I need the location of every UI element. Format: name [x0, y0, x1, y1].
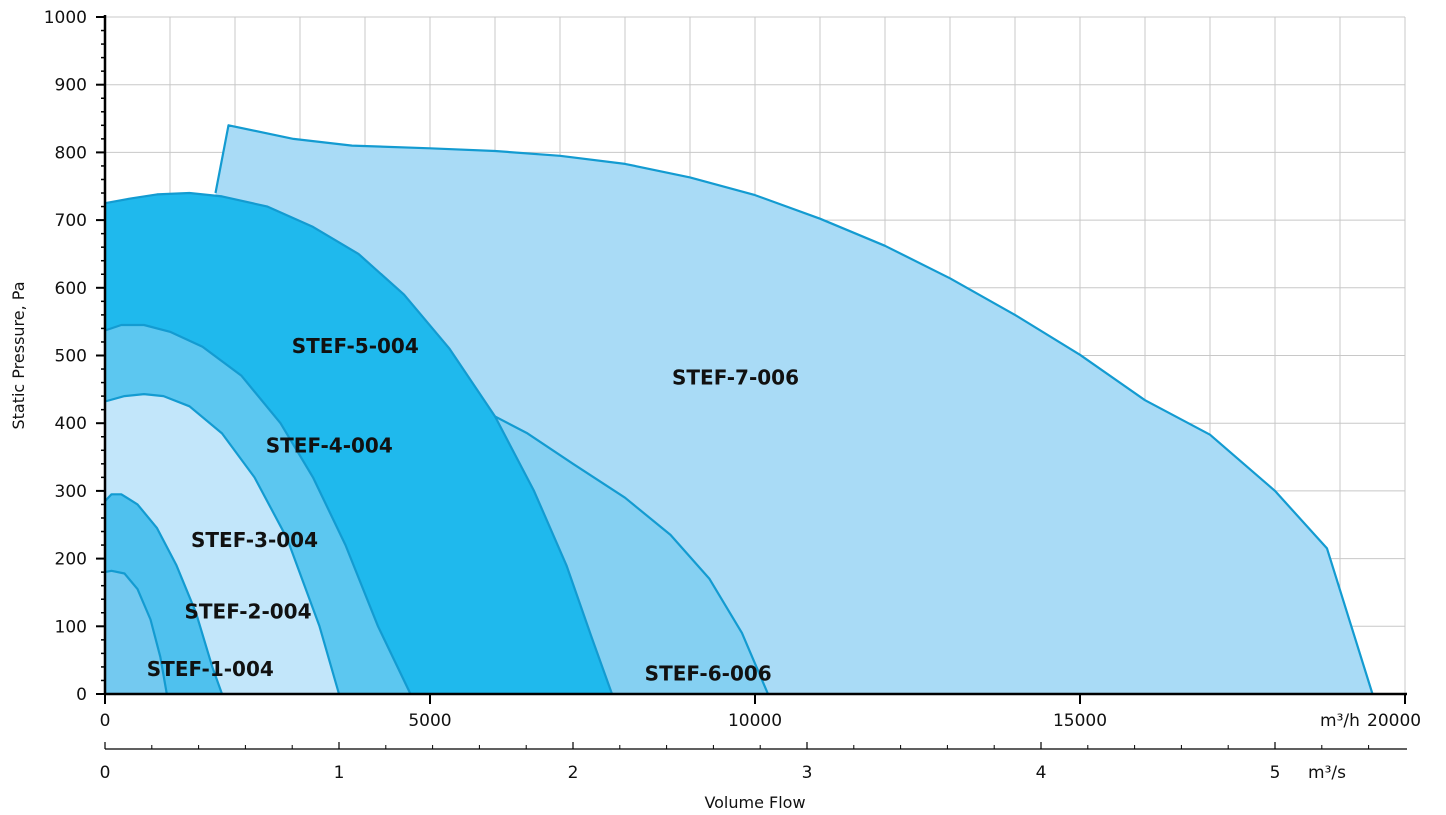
y-tick-label: 300	[55, 482, 87, 502]
curve-stef-5-004	[104, 191, 614, 695]
x2-tick-label: 1	[334, 763, 345, 783]
curve-label: STEF-6-006	[645, 662, 772, 686]
curve-stef-2-004	[104, 493, 224, 695]
y-tick-label: 400	[55, 414, 87, 434]
x-unit-primary: m³/h	[1320, 711, 1360, 731]
x2-tick-label: 2	[568, 763, 579, 783]
y-tick-label: 100	[55, 617, 87, 637]
curve-stef-1-004	[104, 569, 168, 695]
curve-labels: STEF-7-006 STEF-5-004 STEF-4-004 STEF-3-004…	[147, 334, 799, 686]
y-tick-label: 1000	[44, 8, 87, 28]
curve-stef-7-006	[214, 124, 1374, 695]
x2-tick-label: 4	[1036, 763, 1047, 783]
y-tick-label: 0	[76, 685, 87, 705]
curve-label: STEF-3-004	[191, 528, 318, 552]
curve-label: STEF-1-004	[147, 657, 274, 681]
curve-stef-3-004	[104, 393, 341, 695]
curve-label: STEF-5-004	[292, 334, 419, 358]
x2-tick-label: 0	[100, 763, 111, 783]
curve-label: STEF-4-004	[266, 433, 393, 457]
curve-label: STEF-7-006	[672, 366, 799, 390]
area-stef-1-004	[105, 570, 167, 694]
curve-label: STEF-2-004	[184, 599, 311, 623]
x-tick-label: 10000	[728, 711, 782, 731]
x2-tick-label: 3	[802, 763, 813, 783]
y-axis-title: Static Pressure, Pa	[9, 281, 28, 429]
x-tick-label: 15000	[1053, 711, 1107, 731]
curve-areas	[104, 124, 1374, 695]
y-tick-label: 700	[55, 211, 87, 231]
y-tick-label: 200	[55, 550, 87, 570]
x2-unit: m³/s	[1308, 763, 1346, 783]
y-tick-label: 500	[55, 347, 87, 367]
x-tick-label: 0	[100, 711, 111, 731]
curve-stef-6-006	[481, 408, 770, 695]
y-tick-label: 900	[55, 76, 87, 96]
y-tick-label: 800	[55, 143, 87, 163]
x-tick-label: 20000	[1367, 711, 1421, 731]
x2-tick-label: 5	[1270, 763, 1281, 783]
x-tick-label: 5000	[408, 711, 451, 731]
x-axis-title: Volume Flow	[704, 793, 805, 812]
curve-stef-4-004	[104, 323, 412, 695]
y-tick-label: 600	[55, 279, 87, 299]
